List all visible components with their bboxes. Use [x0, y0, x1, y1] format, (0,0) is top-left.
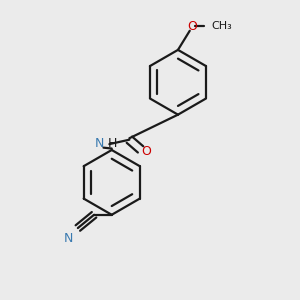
Text: CH₃: CH₃: [211, 21, 232, 31]
Text: H: H: [107, 137, 117, 150]
Text: O: O: [142, 145, 152, 158]
Text: N: N: [95, 137, 104, 150]
Text: O: O: [187, 20, 197, 33]
Text: N: N: [64, 232, 73, 245]
